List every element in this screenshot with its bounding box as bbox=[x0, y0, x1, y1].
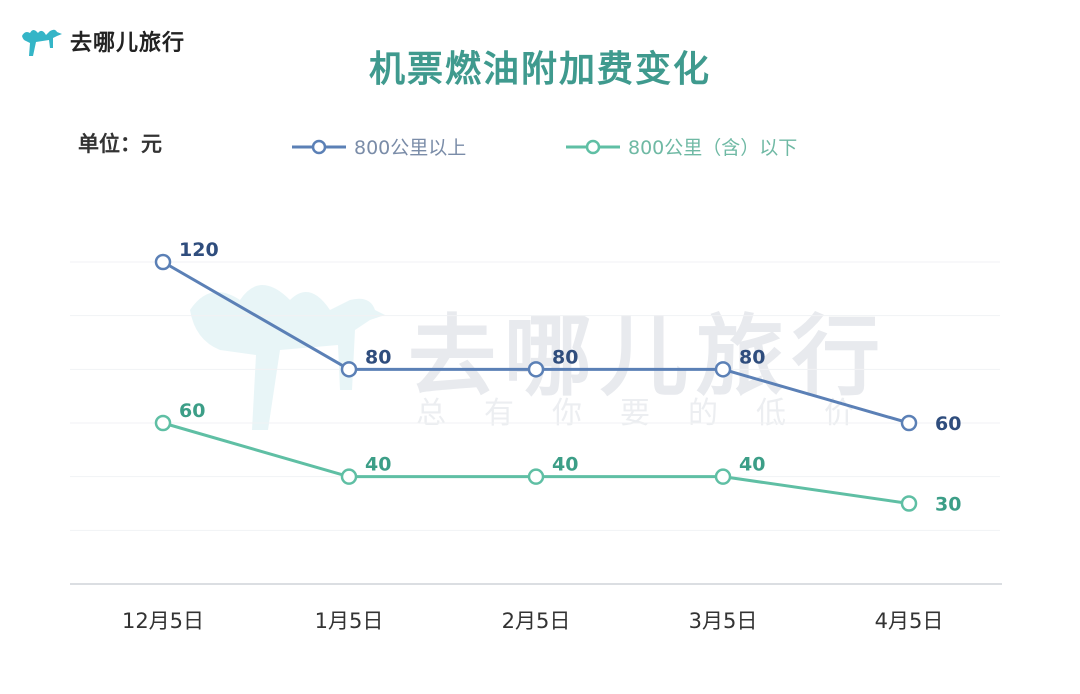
data-point bbox=[714, 361, 732, 378]
data-label: 120 bbox=[179, 239, 219, 261]
data-label: 40 bbox=[365, 454, 391, 476]
camel-icon bbox=[22, 29, 62, 56]
legend-item-series-2: 800公里（含）以下 bbox=[566, 133, 797, 160]
data-point bbox=[154, 414, 172, 432]
data-point bbox=[527, 361, 545, 378]
legend-label-series-1: 800公里以上 bbox=[354, 137, 467, 159]
data-point bbox=[527, 468, 545, 485]
x-tick-label: 4月5日 bbox=[875, 609, 944, 633]
unit-label: 单位：元 bbox=[78, 132, 162, 156]
data-label: 30 bbox=[935, 494, 961, 516]
data-point bbox=[340, 468, 358, 485]
series-line-1 bbox=[162, 260, 910, 425]
data-label: 80 bbox=[365, 346, 391, 368]
legend-line-marker-icon bbox=[566, 139, 620, 154]
data-label: 40 bbox=[739, 454, 765, 476]
x-tick-label: 12月5日 bbox=[122, 609, 204, 633]
data-label: 60 bbox=[179, 400, 205, 422]
data-label: 40 bbox=[552, 454, 578, 476]
data-point bbox=[154, 253, 172, 271]
x-tick-label: 1月5日 bbox=[315, 609, 384, 633]
data-point bbox=[340, 361, 358, 378]
legend-label-series-2: 800公里（含）以下 bbox=[628, 137, 798, 159]
data-point bbox=[900, 414, 918, 432]
data-point bbox=[714, 468, 732, 485]
legend-item-series-1: 800公里以上 bbox=[292, 133, 466, 160]
x-tick-label: 2月5日 bbox=[502, 609, 571, 633]
data-label: 80 bbox=[552, 346, 578, 368]
data-label: 80 bbox=[739, 346, 765, 368]
brand-logo: 去哪儿旅行 bbox=[18, 22, 185, 60]
data-point bbox=[900, 495, 918, 512]
series-line-2 bbox=[162, 421, 910, 505]
x-tick-label: 3月5日 bbox=[689, 609, 758, 633]
chart-title: 机票燃油附加费变化 bbox=[368, 49, 711, 90]
data-label: 60 bbox=[935, 413, 961, 435]
brand-name: 去哪儿旅行 bbox=[70, 31, 186, 56]
legend-line-marker-icon bbox=[292, 139, 346, 154]
